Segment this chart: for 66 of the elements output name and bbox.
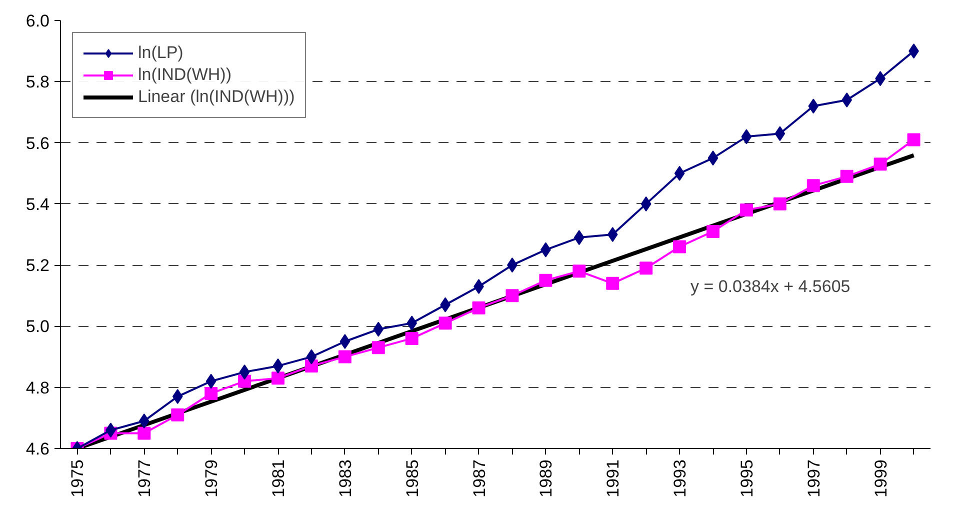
point bbox=[708, 150, 718, 166]
x-tick-label: 1991 bbox=[604, 459, 623, 498]
point bbox=[438, 316, 452, 330]
x-tick-label: 1987 bbox=[470, 459, 489, 498]
x-tick-label: 1997 bbox=[804, 459, 824, 498]
point bbox=[340, 334, 350, 349]
point bbox=[272, 358, 284, 374]
y-tick-label: 5.8 bbox=[26, 72, 50, 92]
x-tick-label: 1975 bbox=[68, 459, 88, 498]
x-tick-label: 1979 bbox=[202, 459, 222, 498]
point bbox=[472, 301, 486, 314]
x-tick-label: 1999 bbox=[871, 459, 890, 498]
y-tick-label: 5.4 bbox=[26, 194, 50, 214]
point bbox=[539, 274, 552, 287]
legend-label: ln(LP) bbox=[138, 43, 184, 63]
point bbox=[741, 129, 752, 144]
point bbox=[773, 197, 786, 210]
point bbox=[306, 349, 317, 364]
x-tick-label: 1993 bbox=[670, 459, 690, 498]
x-tick-label: 1981 bbox=[269, 459, 288, 498]
point bbox=[172, 389, 183, 404]
point bbox=[640, 196, 652, 212]
point bbox=[304, 359, 318, 372]
point bbox=[506, 289, 519, 302]
y-tick-label: 5.2 bbox=[26, 256, 50, 276]
point bbox=[740, 204, 753, 217]
point bbox=[406, 316, 418, 331]
point bbox=[272, 372, 284, 385]
point bbox=[204, 386, 218, 400]
point bbox=[574, 230, 584, 246]
point bbox=[138, 413, 150, 428]
y-tick-label: 4.8 bbox=[26, 378, 50, 398]
point bbox=[907, 133, 920, 146]
y-tick-label: 6.0 bbox=[26, 12, 50, 30]
point bbox=[673, 240, 686, 254]
point bbox=[674, 166, 685, 181]
x-tick-label: 1989 bbox=[536, 459, 556, 498]
point bbox=[640, 262, 653, 275]
point bbox=[373, 322, 384, 337]
point bbox=[840, 170, 854, 183]
point bbox=[171, 408, 184, 422]
point bbox=[405, 332, 418, 345]
point bbox=[607, 227, 618, 242]
point bbox=[842, 92, 852, 108]
x-tick-label: 1983 bbox=[336, 459, 355, 498]
annotation: y = 0.0384x + 4.5605 bbox=[690, 277, 850, 296]
point bbox=[606, 276, 620, 290]
point bbox=[239, 364, 250, 380]
y-tick-label: 5.6 bbox=[26, 134, 50, 153]
x-tick-label: 1977 bbox=[135, 459, 154, 498]
point bbox=[774, 126, 786, 142]
point bbox=[138, 426, 151, 440]
point bbox=[206, 374, 216, 389]
x-tick-label: 1995 bbox=[737, 459, 756, 498]
y-tick-label: 5.0 bbox=[26, 317, 50, 336]
x-tick-label: 1985 bbox=[402, 459, 422, 498]
point bbox=[706, 224, 720, 238]
legend-label: Linear (ln(IND(WH))) bbox=[138, 87, 295, 107]
y-tick-label: 4.6 bbox=[26, 440, 50, 458]
point bbox=[372, 341, 385, 354]
point bbox=[874, 158, 887, 171]
point bbox=[338, 350, 352, 364]
point bbox=[806, 179, 820, 192]
point bbox=[572, 264, 586, 278]
point bbox=[808, 98, 819, 114]
legend-label: ln(IND(WH)) bbox=[138, 65, 232, 85]
